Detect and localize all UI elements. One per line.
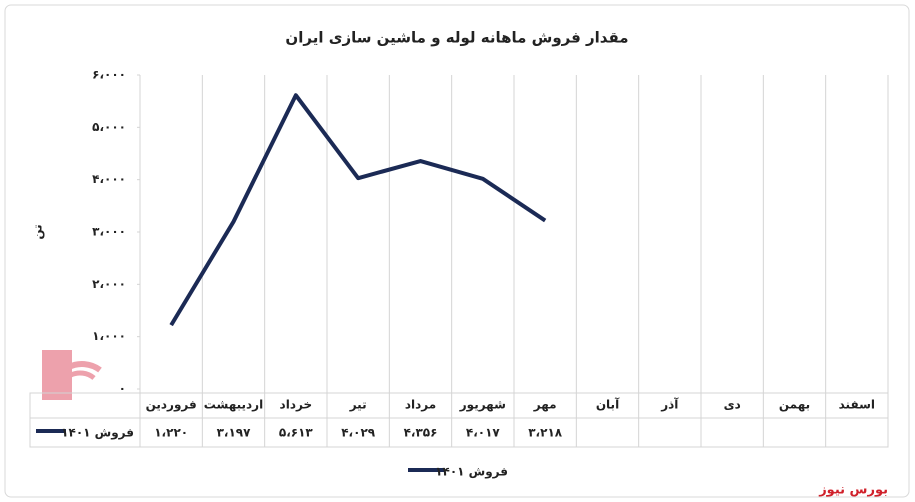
x-tick-label: اسفند — [839, 398, 875, 412]
logo — [42, 350, 102, 400]
x-tick-label: مرداد — [405, 398, 436, 412]
table-value: ۴،۰۲۹ — [341, 426, 376, 440]
y-tick-label: ۴،۰۰۰ — [92, 172, 126, 186]
chart-title: مقدار فروش ماهانه لوله و ماشین سازی ایرا… — [285, 29, 628, 47]
table-value: ۱،۲۲۰ — [154, 426, 188, 440]
x-tick-label: تیر — [349, 398, 367, 412]
y-axis-label: تن — [31, 224, 45, 239]
y-tick-label: ۳،۰۰۰ — [92, 225, 126, 239]
x-tick-label: مهر — [533, 398, 557, 412]
y-tick-label: ۵،۰۰۰ — [92, 120, 126, 134]
x-tick-label: خرداد — [280, 398, 313, 412]
x-tick-label: بهمن — [779, 398, 810, 412]
watermark: بورس نیوز — [818, 483, 888, 498]
y-tick-label: ۱،۰۰۰ — [92, 329, 126, 343]
x-tick-label: شهریور — [459, 398, 506, 413]
table-value: ۳،۱۹۷ — [217, 426, 252, 440]
table-value: ۵،۶۱۳ — [279, 426, 314, 440]
chart-border — [4, 4, 910, 498]
y-tick-label: ۶،۰۰۰ — [92, 68, 126, 82]
x-tick-label: فروردین — [146, 398, 197, 413]
table-value: ۴،۳۵۶ — [404, 426, 438, 440]
x-tick-label: اردیبهشت — [204, 398, 263, 412]
legend-label: فروش ۱۴۰۱ — [435, 465, 508, 480]
y-tick-label: ۰ — [119, 382, 126, 396]
table-frame — [29, 392, 889, 448]
table-value: ۴،۰۱۷ — [466, 426, 501, 440]
x-tick-label: آبان — [596, 397, 620, 412]
series-line — [169, 93, 547, 327]
y-tick-label: ۲،۰۰۰ — [92, 277, 126, 291]
table-series-name: فروش ۱۴۰۱ — [61, 426, 134, 441]
table-value: ۳،۲۱۸ — [528, 426, 563, 440]
x-tick-label: آذر — [660, 397, 679, 412]
x-tick-label: دی — [724, 398, 741, 412]
